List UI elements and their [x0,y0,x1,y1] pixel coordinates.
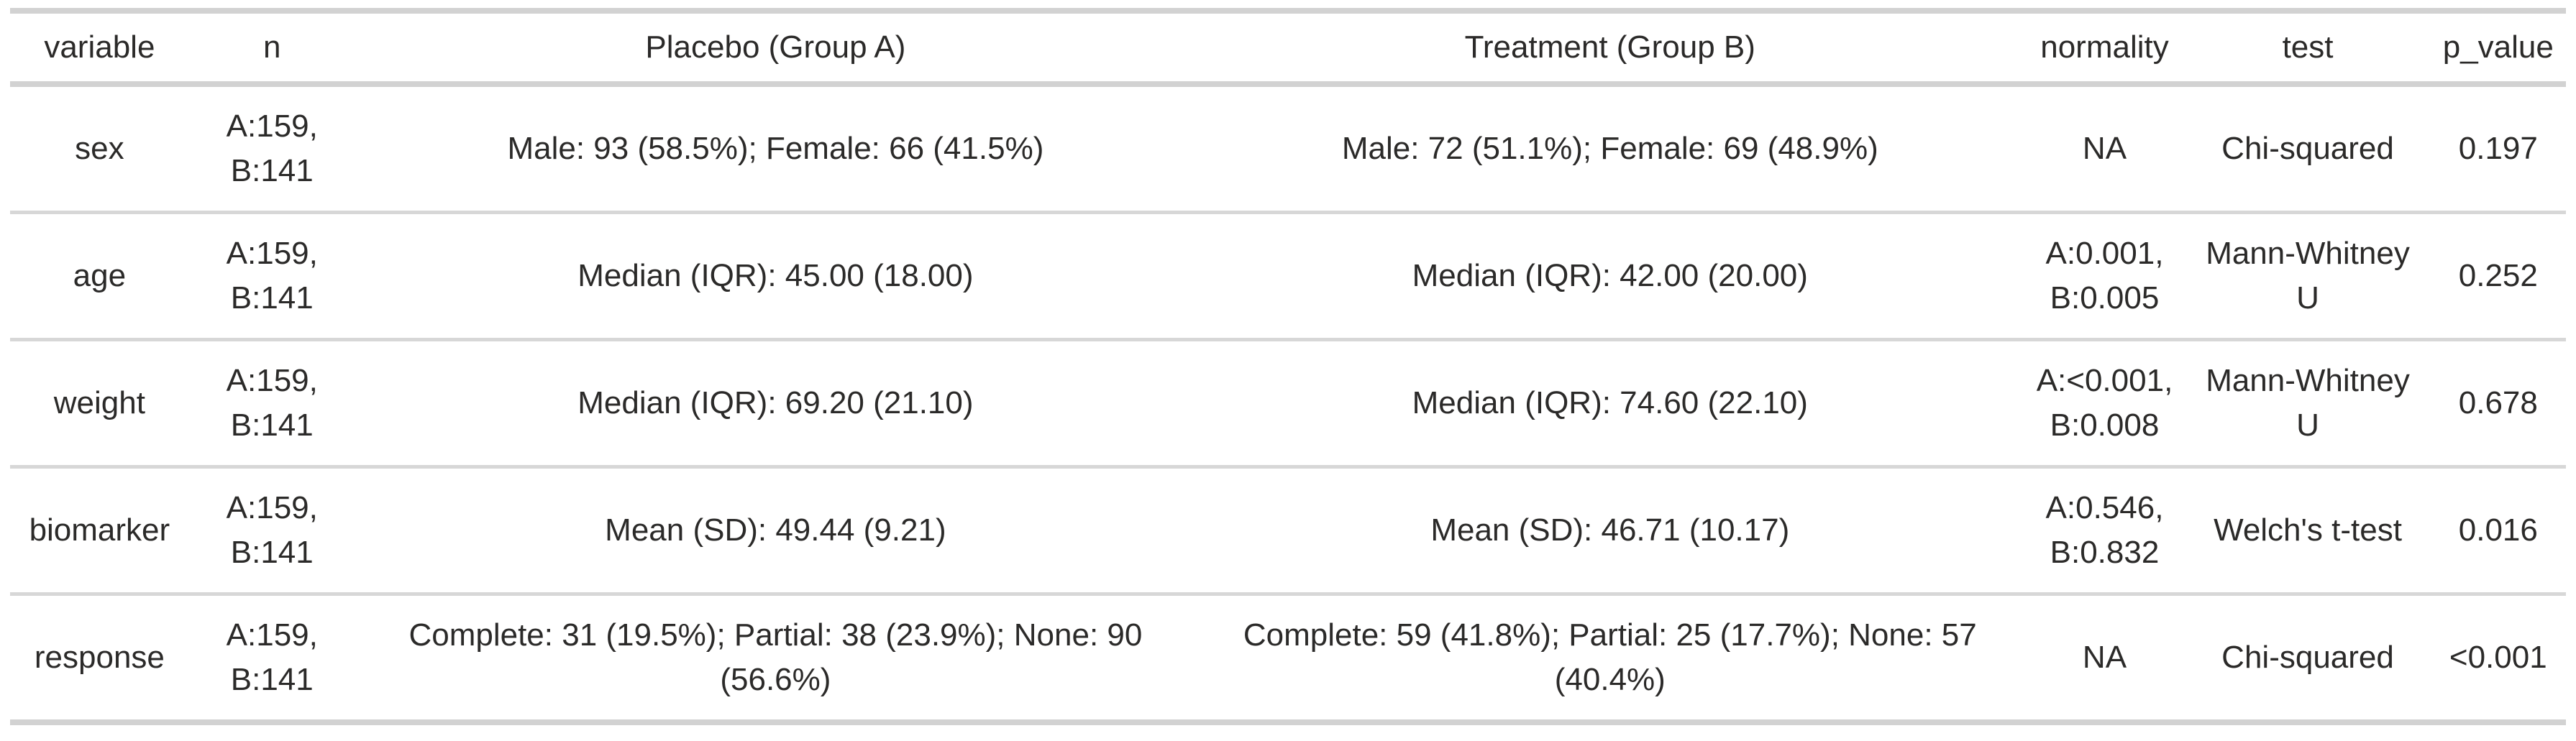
column-header-treatment[interactable]: Treatment (Group B) [1196,11,2024,87]
cell-n: A:159, B:141 [188,466,355,596]
summary-table: variable n Placebo (Group A) Treatment (… [10,8,2566,725]
cell-normality: A:<0.001, B:0.008 [2024,339,2186,469]
cell-treatment: Male: 72 (51.1%); Female: 69 (48.9%) [1196,84,2024,214]
column-header-test[interactable]: test [2185,11,2431,87]
cell-placebo: Median (IQR): 69.20 (21.10) [355,339,1197,469]
cell-test: Mann-Whitney U [2185,339,2431,469]
cell-variable: age [10,212,189,341]
cell-p_value: 0.252 [2430,212,2566,341]
header-row: variable n Placebo (Group A) Treatment (… [10,11,2566,87]
column-header-normality[interactable]: normality [2024,11,2186,87]
cell-p_value: 0.197 [2430,84,2566,214]
table-header: variable n Placebo (Group A) Treatment (… [10,11,2566,87]
cell-p_value: <0.001 [2430,594,2566,725]
cell-test: Welch's t-test [2185,466,2431,596]
statistics-table: variable n Placebo (Group A) Treatment (… [10,8,2566,725]
cell-n: A:159, B:141 [188,212,355,341]
cell-placebo: Mean (SD): 49.44 (9.21) [355,466,1197,596]
table-row: age A:159, B:141 Median (IQR): 45.00 (18.0… [10,212,2566,341]
cell-treatment: Median (IQR): 42.00 (20.00) [1196,212,2024,341]
cell-p_value: 0.678 [2430,339,2566,469]
cell-test: Chi-squared [2185,594,2431,725]
table-row: weight A:159, B:141 Median (IQR): 69.20 (2… [10,339,2566,469]
cell-variable: weight [10,339,189,469]
cell-placebo: Median (IQR): 45.00 (18.00) [355,212,1197,341]
column-header-p_value[interactable]: p_value [2430,11,2566,87]
cell-variable: response [10,594,189,725]
cell-test: Mann-Whitney U [2185,212,2431,341]
table-body: sex A:159, B:141 Male: 93 (58.5%); Female:… [10,84,2566,725]
cell-normality: NA [2024,594,2186,725]
cell-variable: biomarker [10,466,189,596]
cell-normality: A:0.546, B:0.832 [2024,466,2186,596]
table-row: sex A:159, B:141 Male: 93 (58.5%); Female:… [10,84,2566,214]
cell-n: A:159, B:141 [188,84,355,214]
table-row: response A:159, B:141 Complete: 31 (19.5%)… [10,594,2566,725]
column-header-n[interactable]: n [188,11,355,87]
cell-test: Chi-squared [2185,84,2431,214]
cell-variable: sex [10,84,189,214]
cell-normality: NA [2024,84,2186,214]
cell-p_value: 0.016 [2430,466,2566,596]
cell-placebo: Male: 93 (58.5%); Female: 66 (41.5%) [355,84,1197,214]
cell-treatment: Mean (SD): 46.71 (10.17) [1196,466,2024,596]
cell-normality: A:0.001, B:0.005 [2024,212,2186,341]
cell-placebo: Complete: 31 (19.5%); Partial: 38 (23.9%… [355,594,1197,725]
column-header-variable[interactable]: variable [10,11,189,87]
table-row: biomarker A:159, B:141 Mean (SD): 49.44 (9… [10,466,2566,596]
cell-n: A:159, B:141 [188,594,355,725]
cell-treatment: Median (IQR): 74.60 (22.10) [1196,339,2024,469]
cell-treatment: Complete: 59 (41.8%); Partial: 25 (17.7%… [1196,594,2024,725]
cell-n: A:159, B:141 [188,339,355,469]
column-header-placebo[interactable]: Placebo (Group A) [355,11,1197,87]
